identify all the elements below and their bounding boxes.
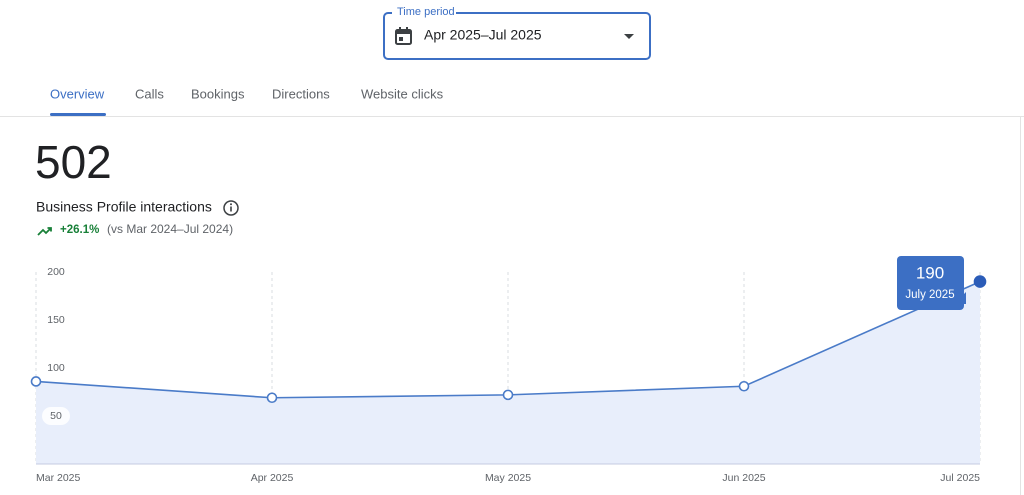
y-tick-bg: [42, 311, 70, 329]
x-tick-label: Jul 2025: [940, 472, 980, 484]
area: [36, 281, 980, 464]
point: [502, 389, 514, 401]
tooltip: [897, 256, 964, 310]
legend-bg: [392, 6, 456, 18]
point: [266, 392, 278, 404]
tooltip-title: July 2025: [905, 289, 954, 301]
metric-label: Business Profile interactions: [36, 199, 212, 215]
y-tick-label: 200: [47, 266, 65, 278]
y-tick-label: 150: [47, 314, 65, 326]
point: [30, 376, 42, 387]
y-tick-label: 50: [50, 410, 62, 422]
point: [973, 275, 987, 288]
info-icon[interactable]: [223, 200, 239, 216]
total-value: 502: [35, 136, 112, 188]
y-tick-bg: [42, 407, 70, 425]
dropdown-label: Time period: [397, 6, 455, 18]
active-tab-indicator: [50, 113, 106, 116]
calendar-icon: [395, 27, 412, 45]
change-value: +26.1%: [60, 224, 99, 236]
y-tick-label: 100: [47, 362, 65, 374]
dropdown-value: Apr 2025–Jul 2025: [424, 27, 542, 43]
chart: Mar 2025 Apr 2025 May 2025 Jun 2025 Jul 2025…: [30, 256, 987, 484]
y-tick-bg: [42, 263, 70, 281]
tab[interactable]: Overview: [50, 86, 105, 101]
tab[interactable]: Bookings: [191, 86, 245, 101]
x-tick-label: May 2025: [485, 472, 531, 484]
tooltip-value: 190: [916, 263, 944, 282]
tab[interactable]: Website clicks: [361, 86, 444, 101]
tab[interactable]: Calls: [135, 86, 164, 101]
trend-icon: [37, 227, 52, 236]
x-tick-label: Jun 2025: [722, 472, 765, 484]
point: [738, 380, 750, 392]
y-tick-bg: [42, 359, 70, 377]
time-period-dropdown[interactable]: [383, 12, 651, 60]
comparison: (vs Mar 2024–Jul 2024): [107, 222, 233, 236]
x-tick-label: Mar 2025: [36, 472, 81, 484]
x-tick-label: Apr 2025: [251, 472, 294, 484]
dropdown-arrow: [624, 34, 634, 39]
tab[interactable]: Directions: [272, 86, 330, 101]
